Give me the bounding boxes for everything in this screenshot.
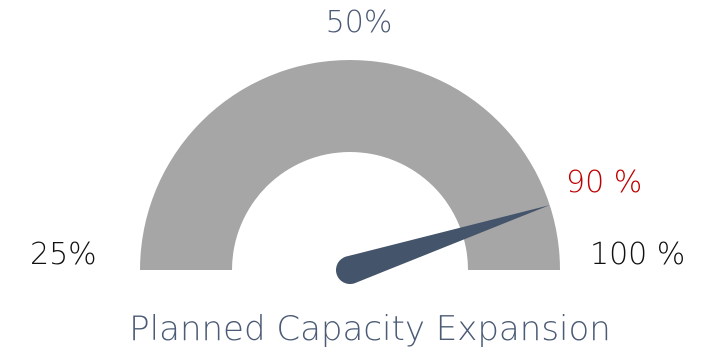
gauge-mid-label: 50% (325, 5, 393, 40)
chart-title: Planned Capacity Expansion (129, 309, 611, 349)
gauge-track (140, 60, 560, 270)
gauge-value-label: 90 % (566, 165, 643, 200)
gauge-needle (335, 205, 550, 285)
gauge-max-label: 100 % (590, 237, 686, 272)
gauge-min-label: 25% (30, 237, 97, 272)
